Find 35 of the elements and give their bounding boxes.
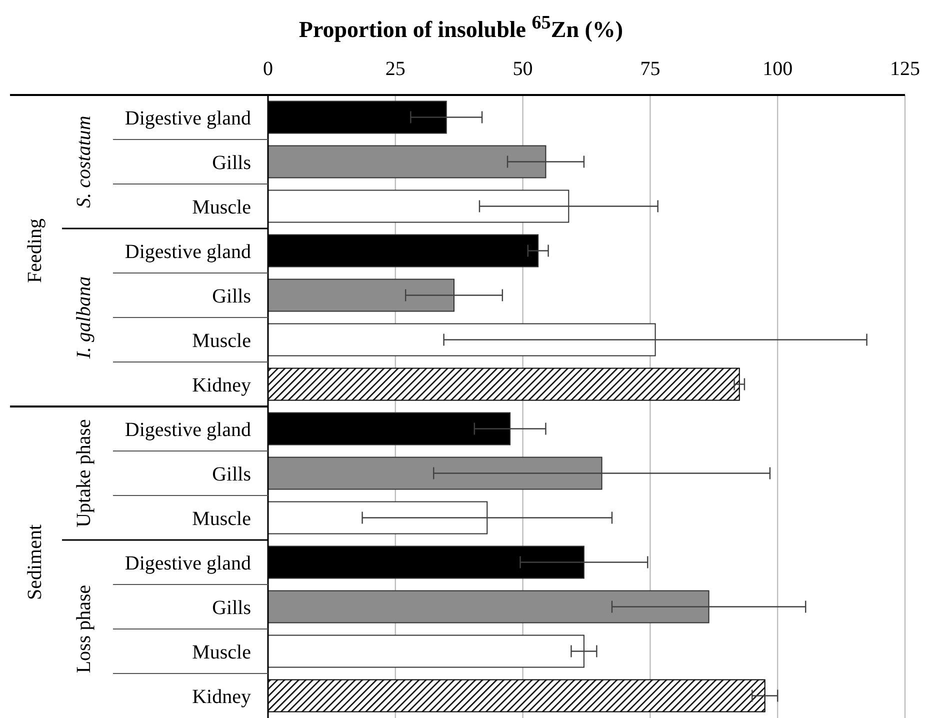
x-tick-label: 25 (385, 58, 406, 80)
x-tick-label: 100 (762, 58, 793, 80)
text: Uptake phase (73, 418, 95, 528)
bar (268, 190, 570, 223)
bar (268, 590, 710, 624)
y-tick-label: Muscle (192, 196, 252, 218)
bar (268, 323, 656, 356)
chart-title: Proportion of insoluble $^{65}$Zn (%) (298, 12, 624, 42)
y-tick-label: Gills (212, 463, 252, 486)
text: Sediment (24, 524, 46, 600)
text: Feeding (24, 218, 46, 283)
text: Loss phase (73, 584, 95, 674)
y-tick-label: Muscle (192, 641, 252, 664)
bar (268, 456, 602, 490)
y-tick-label: Digestive gland (124, 552, 251, 574)
y-tick-label: Gills (212, 152, 252, 174)
x-tick-label: 50 (512, 58, 533, 80)
y-tick-label: Kidney (192, 374, 251, 396)
y-tick-label: Kidney (192, 686, 251, 708)
text: I. galbana (73, 276, 95, 360)
y-tick-label: Muscle (192, 508, 252, 530)
y-tick-label: Digestive gland (124, 240, 251, 263)
y-tick-label: Gills (212, 285, 252, 308)
y-tick-label: Muscle (192, 330, 252, 352)
y-tick-label: Digestive gland (124, 107, 251, 130)
y-tick-label: Gills (212, 596, 252, 619)
x-tick-label: 0 (263, 58, 273, 80)
bar (268, 634, 584, 668)
bar (268, 145, 546, 178)
y-tick-label: Digestive gland (124, 418, 251, 441)
bar (268, 501, 488, 534)
x-tick-label: 125 (890, 58, 920, 80)
bar (268, 278, 455, 312)
text: S. costatum (73, 116, 95, 208)
x-tick-label: 75 (640, 58, 660, 80)
